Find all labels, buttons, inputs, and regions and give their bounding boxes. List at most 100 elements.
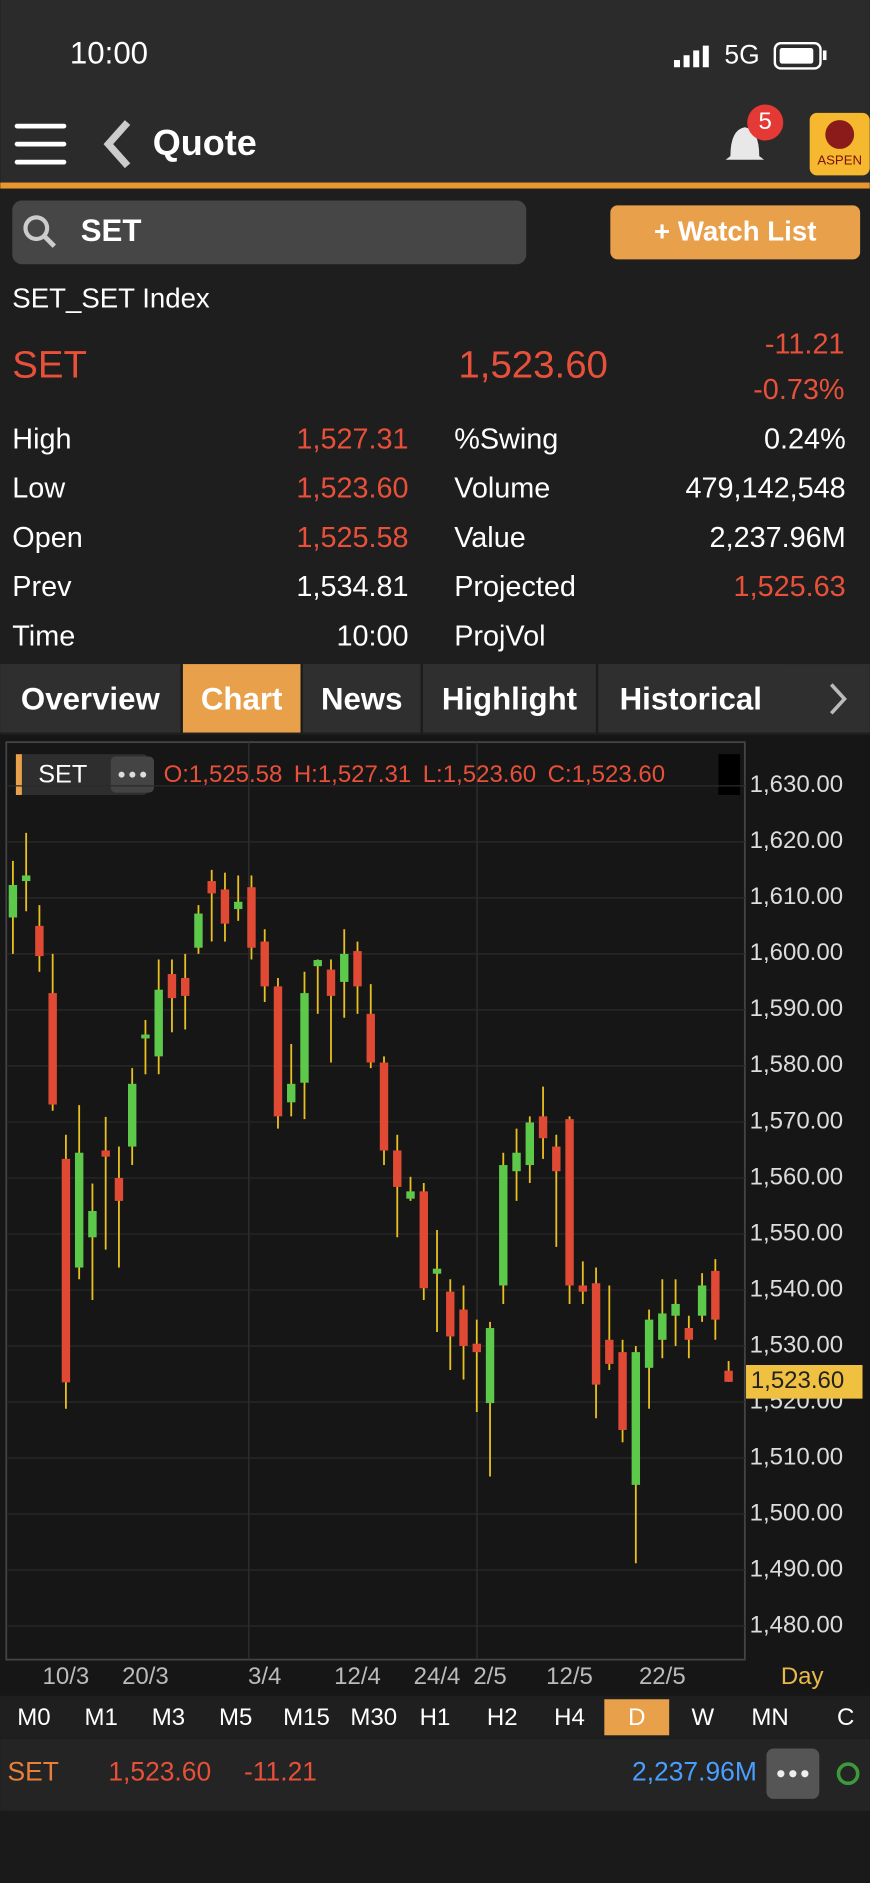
candle-body [512, 1152, 521, 1172]
stat-value: 479,142,548 [685, 473, 845, 505]
period-option[interactable]: H2 [487, 1704, 518, 1731]
quote-last: 1,523.60 [458, 344, 608, 387]
tab-label: News [321, 682, 403, 717]
y-tick-label: 1,530.00 [750, 1331, 843, 1358]
chart-symbol: SET [38, 760, 87, 788]
period-option[interactable]: M0 [17, 1704, 50, 1731]
period-option[interactable]: M1 [84, 1704, 117, 1731]
candle-body [499, 1165, 508, 1286]
tab[interactable] [598, 664, 784, 733]
last-price-box [746, 1365, 863, 1399]
stat-label: Low [12, 473, 65, 505]
symbol-chip-accent [15, 754, 22, 795]
search-icon-handle [43, 234, 57, 248]
candle-body [154, 989, 163, 1057]
tab-label: Overview [21, 682, 161, 717]
candle-body [247, 887, 256, 948]
y-tick-label: 1,590.00 [750, 995, 843, 1022]
y-tick-label: 1,540.00 [750, 1275, 843, 1302]
stat-label: Open [12, 522, 82, 554]
period-option[interactable]: H4 [554, 1704, 585, 1731]
tab-label: Chart [201, 682, 283, 717]
search-query: SET [81, 213, 142, 248]
candle-body [114, 1177, 124, 1201]
search-icon [23, 215, 50, 242]
period-option[interactable]: M30 [350, 1704, 397, 1731]
candle-body [644, 1319, 654, 1368]
candle-body [671, 1303, 680, 1316]
period-option[interactable]: H1 [420, 1704, 451, 1731]
y-tick-label: 1,560.00 [750, 1163, 843, 1190]
y-tick-label: 1,490.00 [750, 1555, 843, 1582]
candle-body [167, 974, 177, 999]
stat-label: Projected [454, 571, 576, 603]
period-option[interactable]: M5 [219, 1704, 252, 1731]
logo-text: ASPEN [817, 152, 862, 167]
candle-body [21, 875, 31, 882]
period-option[interactable]: M3 [152, 1704, 185, 1731]
x-tick-label: 22/5 [639, 1663, 686, 1690]
candle-body [552, 1146, 561, 1172]
candle-body [459, 1309, 468, 1346]
period-active[interactable] [604, 1699, 670, 1736]
x-tick-label: 3/4 [248, 1663, 281, 1690]
stat-label: Value [454, 522, 526, 554]
bottom-area [0, 1810, 870, 1883]
y-tick-label: 1,600.00 [750, 939, 843, 966]
candle-body [88, 1210, 97, 1238]
footer-symbol: SET [7, 1757, 58, 1787]
menu-button[interactable] [14, 123, 67, 165]
x-tick-label: 20/3 [122, 1663, 169, 1690]
candle-body [326, 969, 336, 996]
tab-scroll[interactable] [829, 683, 847, 715]
last-price-label: 1,523.60 [751, 1367, 844, 1394]
period-option[interactable]: C [837, 1704, 854, 1731]
candle-body [300, 993, 309, 1083]
chip-dots [118, 771, 147, 778]
candle-body [605, 1339, 614, 1364]
watchlist-button[interactable] [610, 205, 861, 260]
footer-change: -11.21 [244, 1757, 317, 1787]
stat-value: 1,523.60 [296, 473, 408, 505]
chart-bg [0, 734, 870, 1696]
quote-name: SET_SET Index [12, 283, 210, 314]
back-button[interactable] [103, 120, 131, 169]
candle-body [419, 1191, 428, 1289]
candle-body [260, 941, 269, 987]
candle-body [697, 1285, 707, 1316]
stat-label: ProjVol [454, 620, 545, 652]
tab[interactable] [182, 664, 301, 733]
top-bar [0, 0, 870, 189]
candle-body [631, 1352, 641, 1485]
tab-separator [420, 664, 423, 733]
signal-icon [673, 45, 709, 68]
tab-label: Highlight [442, 682, 578, 717]
legend-scroll[interactable] [718, 754, 741, 795]
tab[interactable] [0, 664, 181, 733]
stat-value: 0.24% [764, 423, 846, 455]
candle-body [353, 951, 362, 987]
period-option[interactable]: W [691, 1704, 714, 1731]
candle-body [74, 1152, 84, 1268]
x-tick-label: 2/5 [473, 1663, 506, 1690]
x-tick-label: 10/3 [43, 1663, 90, 1690]
x-tick-label: 12/4 [334, 1663, 381, 1690]
candle-body [141, 1034, 150, 1039]
y-tick-label: 1,500.00 [750, 1499, 843, 1526]
tab[interactable] [302, 664, 421, 733]
candle-body [48, 993, 57, 1105]
candle-body [432, 1268, 442, 1274]
period-option[interactable]: D [628, 1704, 645, 1731]
tab[interactable] [422, 664, 596, 733]
candle-body [101, 1150, 110, 1157]
stat-value: 1,525.58 [296, 522, 408, 554]
period-option[interactable]: M15 [283, 1704, 330, 1731]
y-tick-label: 1,550.00 [750, 1219, 843, 1246]
search-box[interactable] [12, 200, 527, 265]
period-option[interactable]: MN [751, 1704, 788, 1731]
ohlc-legend: O:1,525.58 H:1,527.31 L:1,523.60 C:1,523… [164, 761, 665, 788]
connection-icon [836, 1762, 860, 1786]
candle-body [220, 889, 230, 924]
candle-body [393, 1150, 402, 1187]
